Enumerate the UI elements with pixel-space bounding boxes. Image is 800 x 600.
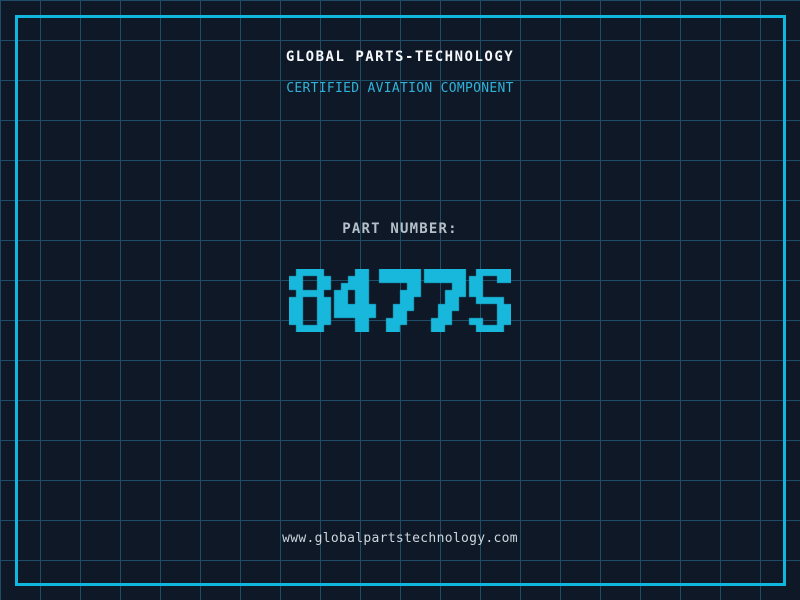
border-frame <box>15 15 786 586</box>
part-number-label: PART NUMBER: <box>342 221 458 237</box>
part-number-display <box>289 269 511 332</box>
website-url: www.globalpartstechnology.com <box>282 531 518 546</box>
company-title: GLOBAL PARTS-TECHNOLOGY <box>285 49 515 65</box>
certification-subtitle: CERTIFIED AVIATION COMPONENT <box>286 81 514 96</box>
